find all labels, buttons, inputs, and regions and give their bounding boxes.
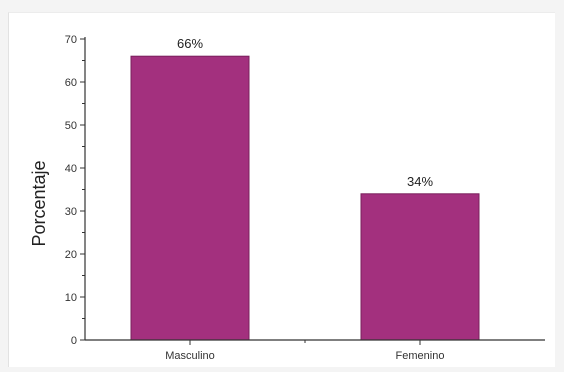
data-label: 66%: [177, 36, 203, 51]
y-tick-label: 0: [71, 335, 77, 347]
y-tick-label: 50: [65, 120, 77, 132]
y-axis-title: Porcentaje: [29, 160, 49, 246]
chart-frame: 0 10 20 30 40 50 60 70 66% 34% Masculino Femenino…: [8, 12, 555, 367]
y-tick-label: 30: [65, 206, 77, 218]
y-tick-label: 60: [65, 77, 77, 89]
y-tick-label: 10: [65, 292, 77, 304]
x-tick-label: Masculino: [165, 350, 215, 362]
y-tick-label: 20: [65, 249, 77, 261]
bar-femenino: [360, 193, 480, 341]
data-label: 34%: [407, 174, 433, 189]
y-tick-label: 70: [65, 34, 77, 46]
x-tick-label: Femenino: [396, 350, 445, 362]
bars: 66% 34%: [130, 36, 480, 341]
bar-masculino: [130, 55, 250, 341]
bar-chart: 0 10 20 30 40 50 60 70 66% 34% Masculino Femenino…: [29, 34, 545, 362]
y-axis-ticks: 0 10 20 30 40 50 60 70: [65, 34, 85, 347]
y-tick-label: 40: [65, 163, 77, 175]
x-axis-ticks: Masculino Femenino: [165, 340, 444, 362]
